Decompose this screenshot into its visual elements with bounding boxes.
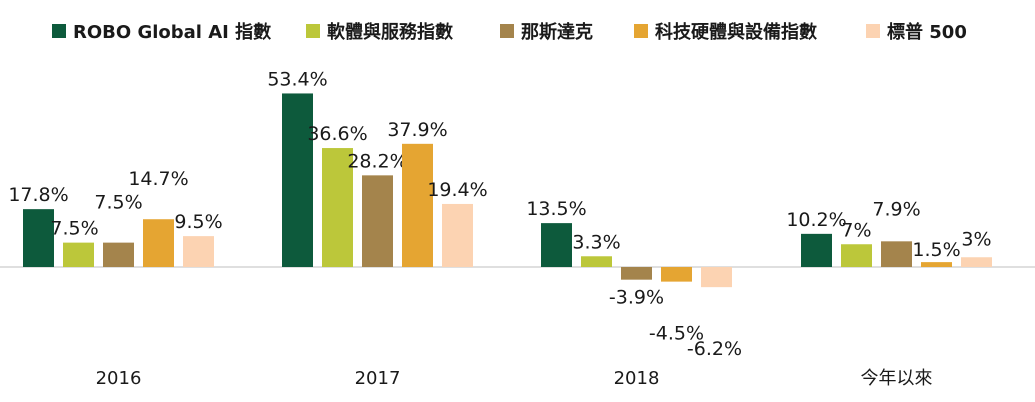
legend-label: 軟體與服務指數 (327, 22, 453, 43)
legend-label: 標普 500 (887, 22, 967, 43)
legend-swatch (866, 24, 880, 38)
data-label: 36.6% (307, 123, 367, 145)
bar (961, 257, 992, 267)
category-label: 2017 (355, 368, 401, 389)
chart-legend: ROBO Global AI 指數 軟體與服務指數 那斯達克 科技硬體與設備指數 標普 … (0, 14, 1035, 48)
legend-item: 標普 500 (866, 14, 967, 48)
data-label: 10.2% (786, 209, 846, 231)
data-label: 3% (961, 228, 991, 250)
bar (621, 267, 652, 280)
data-label: 37.9% (387, 119, 447, 141)
data-label: 7.5% (50, 218, 98, 240)
legend-swatch (52, 24, 66, 38)
data-label: 13.5% (526, 198, 586, 220)
legend-label: 那斯達克 (521, 22, 593, 43)
category-label: 2016 (96, 368, 142, 389)
data-label: -3.9% (609, 287, 664, 309)
bar (282, 93, 313, 267)
data-label: 19.4% (427, 179, 487, 201)
data-label: -6.2% (687, 338, 742, 360)
data-label: 28.2% (347, 150, 407, 172)
bar (103, 242, 134, 267)
bar (23, 209, 54, 267)
data-label: 1.5% (912, 239, 960, 261)
bar (921, 262, 952, 267)
bar (63, 242, 94, 267)
legend-item: ROBO Global AI 指數 (52, 14, 271, 48)
legend-item: 科技硬體與設備指數 (634, 14, 817, 48)
bar (442, 203, 473, 267)
bar (881, 241, 912, 267)
data-label: 9.5% (174, 211, 222, 233)
legend-label: 科技硬體與設備指數 (655, 22, 817, 43)
legend-swatch (500, 24, 514, 38)
bar (841, 244, 872, 267)
bar (801, 233, 832, 267)
bar (402, 143, 433, 267)
bar (661, 267, 692, 282)
legend-swatch (306, 24, 320, 38)
legend-item: 軟體與服務指數 (306, 14, 453, 48)
bar (183, 236, 214, 267)
legend-item: 那斯達克 (500, 14, 593, 48)
data-label: 7.5% (94, 192, 142, 214)
bar (143, 219, 174, 267)
data-label: 17.8% (8, 184, 68, 206)
data-label: 3.3% (572, 231, 620, 253)
bar (701, 267, 732, 288)
category-label: 今年以來 (861, 368, 933, 389)
legend-label: ROBO Global AI 指數 (73, 22, 272, 43)
bar (362, 175, 393, 267)
data-label: -4.5% (649, 323, 704, 345)
data-label: 14.7% (128, 168, 188, 190)
data-label: 53.4% (267, 68, 327, 90)
legend-swatch (634, 24, 648, 38)
data-label: 7% (841, 219, 871, 241)
bar (541, 223, 572, 267)
bar (581, 256, 612, 267)
data-label: 7.9% (872, 198, 920, 220)
category-label: 2018 (614, 368, 660, 389)
bar (322, 148, 353, 267)
